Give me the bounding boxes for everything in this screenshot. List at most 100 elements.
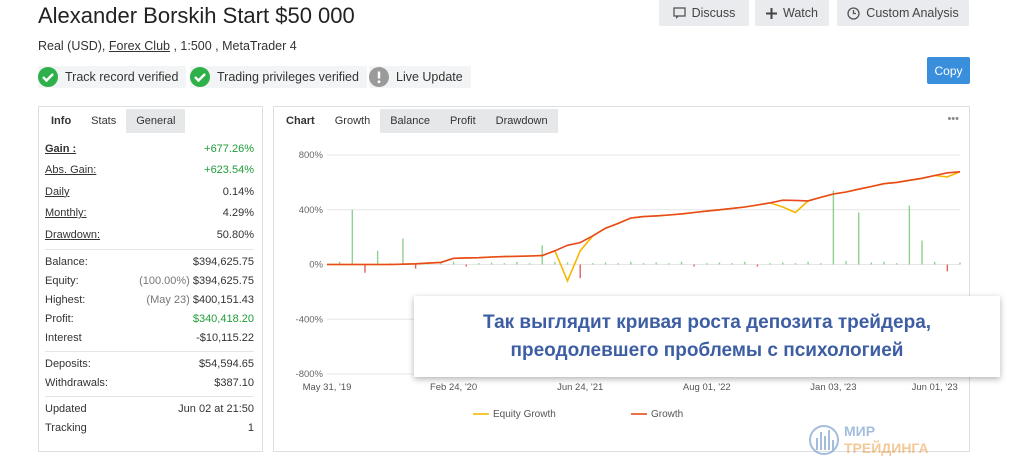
stats-value: $400,151.43 xyxy=(192,294,254,306)
stats-label: Deposits: xyxy=(45,358,91,370)
broker-link[interactable]: Forex Club xyxy=(108,39,170,53)
tab[interactable]: Profit xyxy=(439,109,486,133)
daily-bar xyxy=(668,263,670,265)
stats-note: (May 23) xyxy=(146,294,190,306)
y-tick-label: 400% xyxy=(299,205,324,216)
tab[interactable]: Growth xyxy=(324,109,381,133)
badge-label: Track record verified xyxy=(65,70,179,84)
stats-value-cell: 0.14% xyxy=(223,186,254,198)
daily-bar xyxy=(845,261,847,265)
tabs: Chart Growth Balance Profit Drawdown xyxy=(276,109,969,133)
stats-value: -$10,115.22 xyxy=(196,332,254,344)
stats-panel: Info Stats General Gain : +677.26% Abs. Ga… xyxy=(38,106,263,452)
daily-bar xyxy=(908,205,911,265)
stats-value: 0.14% xyxy=(222,185,254,198)
stats-value-cell: 1 xyxy=(248,422,254,434)
stats-value-cell: +623.54% xyxy=(204,164,254,176)
stats-group: Deposits: $54,594.65 Withdrawals: $387.10 xyxy=(45,350,254,396)
icon xyxy=(766,7,778,19)
stats-value-cell: Jun 02 at 21:50 xyxy=(178,403,254,415)
badge: Trading privileges verified xyxy=(190,66,367,88)
x-tick-label: Aug 01, '22 xyxy=(683,382,731,393)
stats-value-cell: $340,418.20 xyxy=(193,313,254,325)
tab[interactable]: Chart xyxy=(276,109,325,133)
daily-bar xyxy=(528,263,531,265)
copy-button[interactable]: Copy xyxy=(927,57,970,84)
stats-group: Gain : +677.26% Abs. Gain: +623.54% Daily 0.1… xyxy=(45,135,254,249)
stats-value: $394,625.75 xyxy=(192,256,254,268)
stats-row: Interest -$10,115.22 xyxy=(45,329,254,348)
tab[interactable]: Balance xyxy=(380,109,440,133)
daily-bar xyxy=(718,262,721,265)
stats-value: $387.10 xyxy=(214,377,254,389)
icon xyxy=(672,7,686,19)
discuss-button[interactable]: Discuss xyxy=(659,0,749,26)
stats-value: +623.54% xyxy=(204,164,254,177)
daily-bar xyxy=(756,264,759,267)
tab[interactable]: Drawdown xyxy=(485,109,558,133)
watermark: МИР ТРЕЙДИНГА xyxy=(808,420,929,460)
tab[interactable]: Info xyxy=(41,109,82,133)
stats-label: Withdrawals: xyxy=(45,377,108,389)
y-tick-label: 800% xyxy=(299,150,324,161)
stats-group: Updated Jun 02 at 21:50 Tracking 1 xyxy=(45,395,254,441)
daily-bar xyxy=(452,261,455,265)
y-tick-label: 0% xyxy=(309,260,323,271)
stats-row: Updated Jun 02 at 21:50 xyxy=(45,400,254,419)
daily-bar xyxy=(744,261,746,265)
daily-bar xyxy=(630,261,632,265)
stats-label: Gain : xyxy=(45,142,77,155)
stats-label: Daily xyxy=(45,185,70,198)
daily-bar xyxy=(769,263,771,265)
watch-button[interactable]: Watch xyxy=(755,0,829,26)
icon xyxy=(847,6,860,20)
x-tick-label: Jun 24, '21 xyxy=(557,382,603,393)
legend-label: Equity Growth xyxy=(493,409,556,420)
stats-value-cell: $394,625.75 xyxy=(193,256,254,268)
stats-value-cell: (May 23) $400,151.43 xyxy=(146,294,254,306)
daily-bar xyxy=(516,261,518,265)
watermark-text: ТРЕЙДИНГА xyxy=(844,440,929,456)
badge-label: Live Update xyxy=(396,70,463,84)
tab[interactable]: Stats xyxy=(81,109,127,133)
daily-bar xyxy=(566,262,569,265)
daily-bar xyxy=(820,263,822,265)
stats-row: Daily 0.14% xyxy=(45,181,254,203)
daily-bar xyxy=(706,263,708,265)
stats-value-cell: $54,594.65 xyxy=(199,358,254,370)
daily-bar xyxy=(655,262,657,265)
daily-bar xyxy=(617,263,619,265)
stats-value-cell: -$10,115.22 xyxy=(196,332,254,344)
caption-line: преодолевшего проблемы с психологией xyxy=(510,340,904,361)
button-label: Discuss xyxy=(691,6,736,20)
daily-bar xyxy=(351,209,354,265)
stats-value: $54,594.65 xyxy=(198,358,254,370)
stats-label: Highest: xyxy=(45,294,86,306)
stats-value-cell: +677.26% xyxy=(204,143,254,155)
daily-bar xyxy=(896,263,898,265)
stats-value-cell: 50.80% xyxy=(217,229,254,241)
menu[interactable]: ••• xyxy=(947,113,959,125)
stats-row: Balance: $394,625.75 xyxy=(45,253,254,272)
stats-row: Highest: (May 23) $400,151.43 xyxy=(45,291,254,310)
subtitle: Real (USD), Forex Club , 1:500 , MetaTra… xyxy=(38,39,297,53)
stats-row: Gain : +677.26% xyxy=(45,138,254,160)
stats-value-cell: (100.00%) $394,625.75 xyxy=(139,275,254,287)
badge: Track record verified xyxy=(38,66,187,88)
tab[interactable]: General xyxy=(126,109,186,133)
chart: 800% 400% 0% -400% -800% May 31, '19 Feb 24, '… xyxy=(296,150,961,420)
daily-bar xyxy=(870,262,873,265)
stats-row: Withdrawals: $387.10 xyxy=(45,374,254,393)
check-icon xyxy=(190,67,210,87)
daily-bar xyxy=(579,264,581,279)
info-icon xyxy=(369,67,389,87)
stats-label: Updated xyxy=(45,403,87,415)
daily-bar xyxy=(933,261,936,265)
custom-analysis-button[interactable]: Custom Analysis xyxy=(837,0,969,26)
stats-label: Equity: xyxy=(45,275,79,287)
stats-value: 1 xyxy=(247,422,254,434)
stats-group: Balance: $394,625.75 Equity: (100.00%) $394,… xyxy=(45,248,254,351)
series-line xyxy=(327,171,961,266)
account-details: , 1:500 , MetaTrader 4 xyxy=(173,39,297,53)
